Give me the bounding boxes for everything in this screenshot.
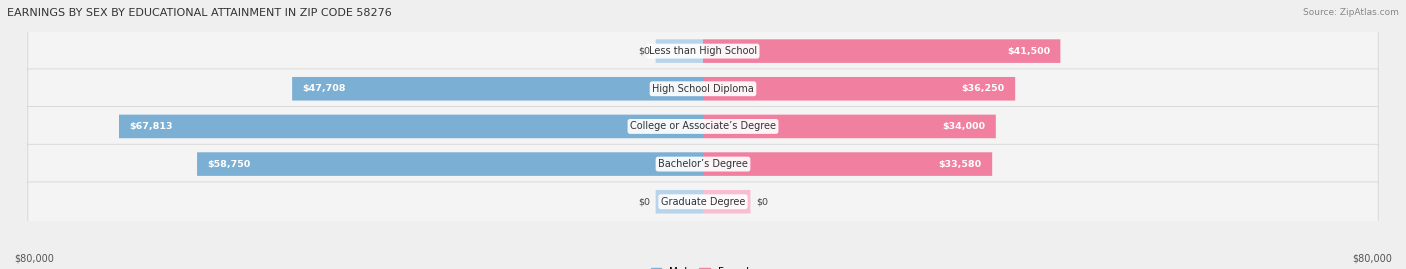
Text: $67,813: $67,813 (129, 122, 173, 131)
FancyBboxPatch shape (28, 107, 1378, 146)
Text: Source: ZipAtlas.com: Source: ZipAtlas.com (1303, 8, 1399, 17)
Text: $58,750: $58,750 (208, 160, 250, 169)
Text: $0: $0 (638, 197, 650, 206)
FancyBboxPatch shape (292, 77, 703, 101)
Text: Graduate Degree: Graduate Degree (661, 197, 745, 207)
FancyBboxPatch shape (655, 39, 703, 63)
Text: $80,000: $80,000 (1353, 254, 1392, 264)
FancyBboxPatch shape (703, 190, 751, 214)
Legend: Male, Female: Male, Female (647, 263, 759, 269)
Text: $36,250: $36,250 (962, 84, 1005, 93)
FancyBboxPatch shape (703, 39, 1060, 63)
FancyBboxPatch shape (703, 115, 995, 138)
FancyBboxPatch shape (28, 182, 1378, 222)
Text: $80,000: $80,000 (14, 254, 53, 264)
FancyBboxPatch shape (28, 69, 1378, 109)
FancyBboxPatch shape (703, 77, 1015, 101)
FancyBboxPatch shape (120, 115, 703, 138)
Text: Less than High School: Less than High School (650, 46, 756, 56)
FancyBboxPatch shape (28, 144, 1378, 184)
Text: College or Associate’s Degree: College or Associate’s Degree (630, 121, 776, 132)
FancyBboxPatch shape (28, 31, 1378, 71)
FancyBboxPatch shape (197, 152, 703, 176)
Text: $0: $0 (638, 47, 650, 56)
Text: $33,580: $33,580 (939, 160, 981, 169)
Text: $47,708: $47,708 (302, 84, 346, 93)
Text: $34,000: $34,000 (942, 122, 986, 131)
Text: $0: $0 (756, 197, 768, 206)
Text: High School Diploma: High School Diploma (652, 84, 754, 94)
FancyBboxPatch shape (655, 190, 703, 214)
Text: $41,500: $41,500 (1007, 47, 1050, 56)
FancyBboxPatch shape (703, 152, 993, 176)
Text: Bachelor’s Degree: Bachelor’s Degree (658, 159, 748, 169)
Text: EARNINGS BY SEX BY EDUCATIONAL ATTAINMENT IN ZIP CODE 58276: EARNINGS BY SEX BY EDUCATIONAL ATTAINMEN… (7, 8, 392, 18)
